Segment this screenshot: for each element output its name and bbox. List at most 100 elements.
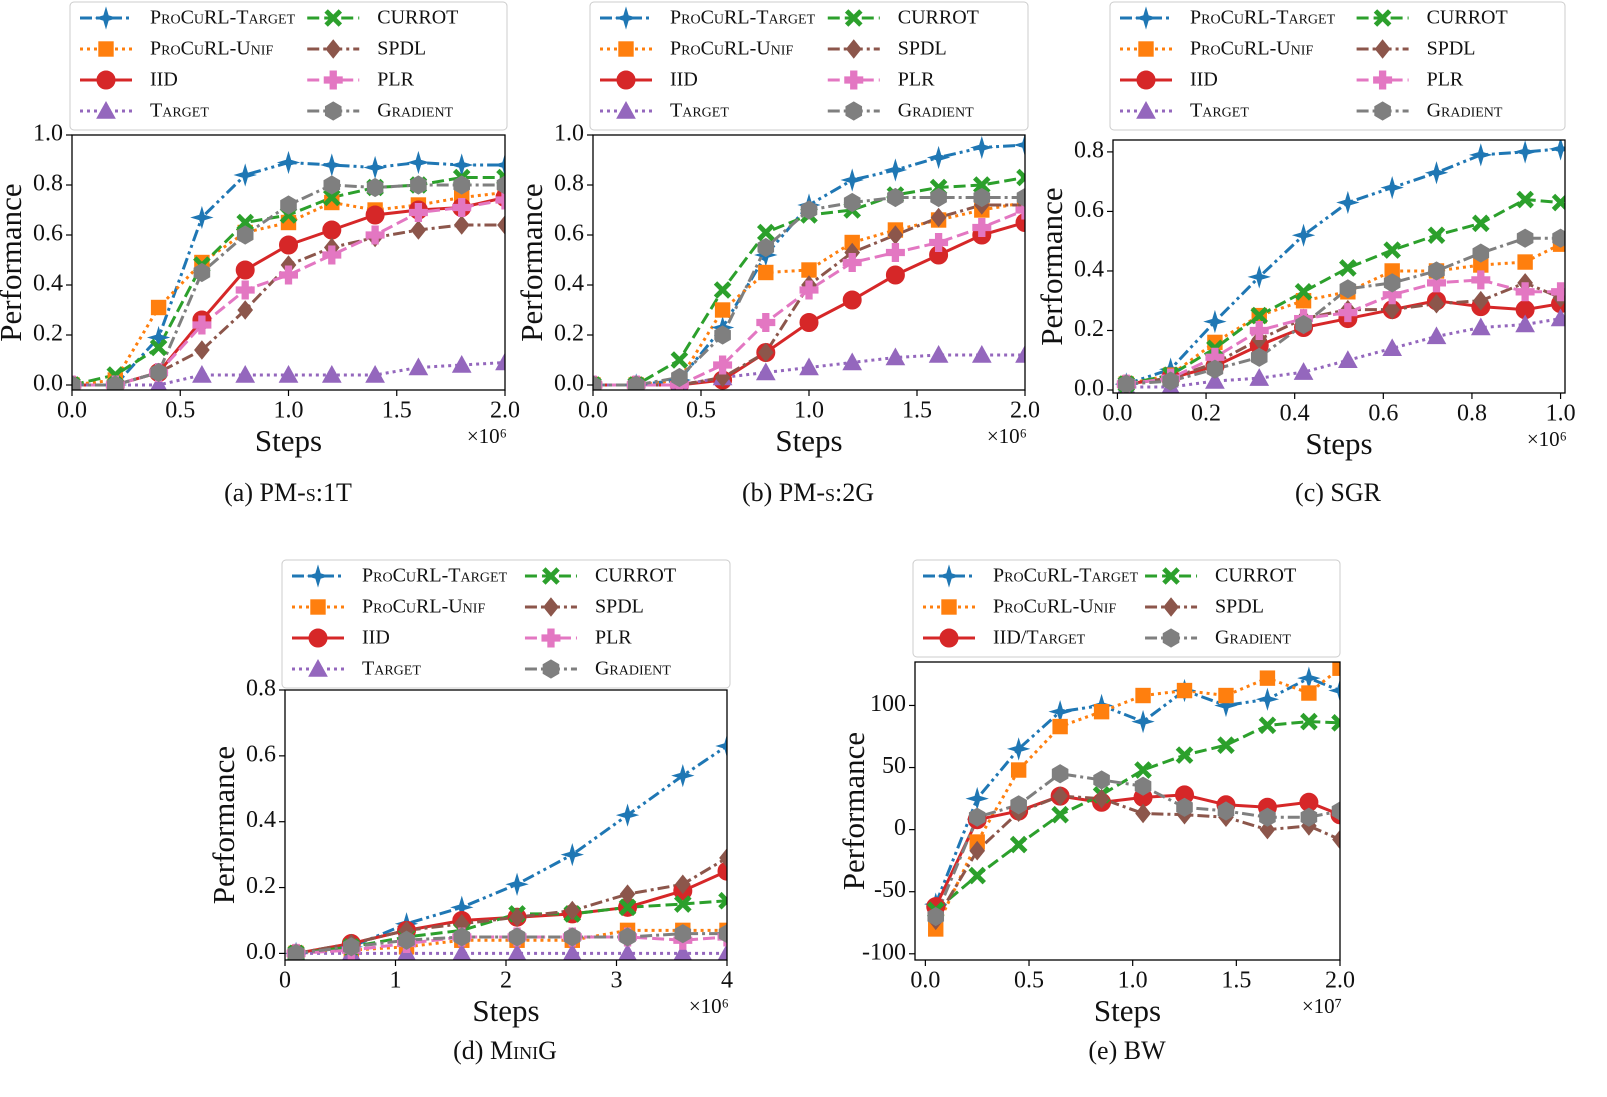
x-tick-label: 1.5 [1221,968,1251,994]
marker [1294,282,1313,301]
marker [593,375,602,390]
marker [235,280,255,300]
marker [1338,350,1358,368]
marker [842,253,862,272]
legend-label: Gradient [595,658,671,680]
marker [799,313,819,332]
legend-marker [1136,100,1156,119]
marker [1217,736,1235,754]
marker [366,177,384,198]
marker [1247,265,1271,289]
marker [278,364,299,383]
axes-frame [1112,139,1566,394]
series-line [1126,278,1561,386]
legend-box [69,1,508,131]
x-tick-label: 0.8 [1457,401,1487,427]
marker [1424,161,1449,185]
marker [107,375,124,390]
marker [322,220,342,240]
marker [452,198,472,217]
marker [618,898,637,917]
caption: (e) BW [1088,1036,1166,1065]
x-axis-label: Steps [472,993,539,1028]
legend-marker [616,70,636,90]
marker [1297,666,1321,690]
marker [1093,770,1110,790]
legend-marker [324,9,343,27]
marker [757,237,775,258]
marker [1552,228,1565,248]
marker [497,215,505,235]
plot-area [593,135,1025,390]
legend-marker [845,39,862,59]
legend-label: Gradient [1427,100,1503,122]
marker [235,364,256,383]
marker [1338,303,1358,323]
legend-marker [308,658,328,677]
x-tick-label: 1 [390,968,402,994]
marker [717,943,727,960]
marker [970,135,994,160]
marker [72,375,81,390]
marker [926,145,951,170]
series-line [1126,317,1561,389]
marker [674,924,692,944]
legend-box [281,559,731,689]
legend-label: PLR [595,627,632,649]
legend-marker [939,628,959,648]
marker [365,205,385,225]
caption-title: BW [1124,1036,1166,1065]
marker [1516,228,1534,248]
y-tick-label: 1.0 [33,121,63,147]
marker [408,357,429,376]
x-tick-label: 2.0 [490,398,520,424]
marker [1131,709,1155,734]
marker [1331,714,1340,732]
legend-marker [845,101,863,121]
plot-area [924,662,1340,937]
y-tick-label: 0.2 [33,321,63,347]
legend-label: CURROT [595,565,676,587]
y-axis-label: Performance [514,183,549,341]
legend-label: Gradient [1215,627,1291,649]
marker [929,233,949,252]
marker [279,235,298,255]
series-line [934,794,1340,922]
plot-area [1114,140,1565,393]
marker [452,943,472,960]
marker [1093,703,1110,720]
marker [670,351,689,369]
marker [507,943,527,960]
caption-panel: (a) [224,478,253,507]
legend-label: ProCuRL-Unif [150,38,273,60]
x-tick-label: 2.0 [1325,968,1355,994]
legend-marker [1162,628,1180,648]
legend-label: IID [1190,69,1218,91]
marker [1015,344,1025,363]
marker [406,150,431,175]
legend-label: ProCuRL-Target [670,7,816,29]
legend-label: ProCuRL-Unif [670,38,793,60]
marker [1135,687,1151,704]
legend-marker [541,628,561,648]
marker [1013,135,1025,157]
marker [408,203,428,222]
y-tick-label: 0.8 [33,171,63,197]
legend-marker [310,599,326,615]
marker [563,943,582,960]
marker [1205,371,1225,389]
marker [1249,320,1269,340]
marker [237,300,254,320]
legend-label: Target [150,100,209,122]
marker [1515,314,1535,333]
y-tick-label: 0.6 [1074,197,1104,223]
chart: 0.0 0.2 0.4 0.6 0.8 1.0 0.0 0.5 1.0 1.5 2.0 Steps ×1… [0,1,520,507]
marker [714,302,731,318]
y-tick-label: 0.4 [246,807,276,833]
series-line [593,201,1025,387]
x-tick-label: 0.0 [578,398,608,424]
marker [509,907,525,927]
marker [713,355,733,375]
y-tick-label: 0.6 [246,741,276,767]
